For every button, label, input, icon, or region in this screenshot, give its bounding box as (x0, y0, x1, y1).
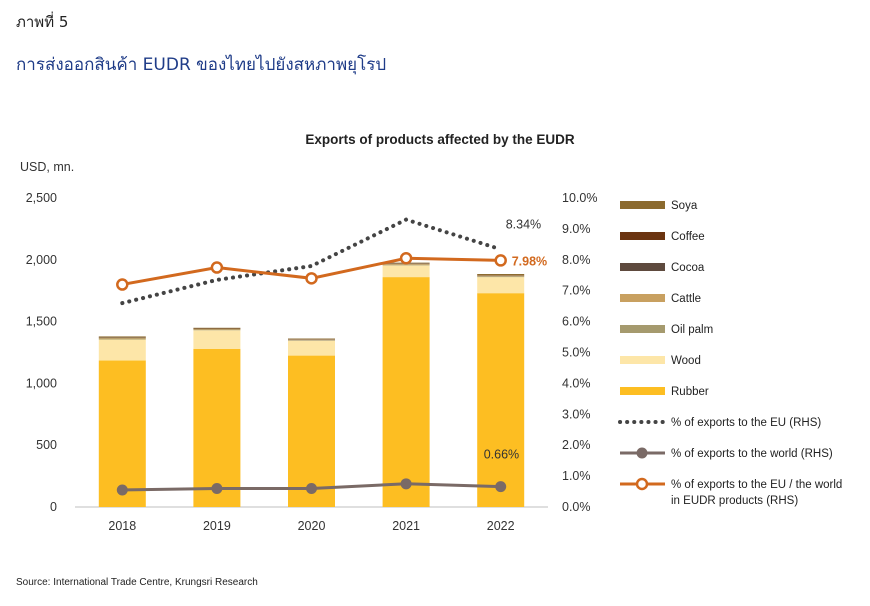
world-share-point (495, 481, 507, 493)
eudr-share-point (305, 272, 318, 285)
legend-swatch (620, 294, 665, 302)
world-share-point (211, 482, 223, 494)
x-tick-label: 2020 (298, 519, 326, 533)
legend-label: Soya (671, 200, 698, 212)
y2-tick-label: 7.0% (562, 284, 591, 298)
bar-wood (288, 340, 335, 356)
y-tick-label: 1,000 (26, 376, 57, 390)
y2-tick-label: 6.0% (562, 315, 591, 329)
x-tick-label: 2018 (108, 519, 136, 533)
x-tick-label: 2021 (392, 519, 420, 533)
bar-wood (98, 339, 146, 361)
eudr-share-point (494, 254, 507, 267)
y2-tick-label: 8.0% (562, 253, 591, 267)
x-tick-label: 2019 (203, 519, 231, 533)
eudr-share-point (210, 261, 224, 274)
y2-tick-label: 1.0% (562, 469, 591, 483)
world-share-point (116, 484, 128, 496)
legend-label: Wood (671, 355, 701, 367)
y-tick-label: 500 (36, 438, 57, 452)
x-tick-label: 2022 (487, 519, 515, 533)
bar-cattle (477, 275, 525, 277)
y-tick-label: 2,000 (26, 253, 57, 267)
legend-label: Cocoa (671, 262, 705, 274)
bar-oil-palm (382, 264, 430, 266)
bar-rubber (288, 355, 335, 507)
bar-oil-palm (98, 338, 146, 340)
y2-tick-label: 2.0% (562, 438, 591, 452)
bar-wood (193, 330, 241, 349)
eudr-share-point (399, 252, 413, 265)
eudr-share-point (116, 278, 129, 291)
y-tick-label: 0 (50, 500, 57, 514)
line-eu-share (120, 217, 503, 306)
y-tick-label: 1,500 (26, 315, 57, 329)
bar-oil-palm (288, 340, 335, 341)
y2-tick-label: 5.0% (562, 346, 591, 360)
source-note: Source: International Trade Centre, Krun… (16, 577, 258, 588)
bar-cattle (98, 337, 146, 339)
bar-soya (477, 274, 525, 276)
legend-swatch (620, 263, 665, 271)
y2-tick-label: 9.0% (562, 222, 591, 236)
y2-tick-label: 0.0% (562, 500, 591, 514)
legend-swatch (620, 325, 665, 333)
legend-label: % of exports to the EU / the world (671, 479, 842, 491)
bar-soya (98, 336, 146, 338)
legend-label: Rubber (671, 386, 709, 398)
bar-rubber (382, 277, 430, 507)
legend-swatch (620, 201, 665, 209)
legend-label: Coffee (671, 231, 705, 243)
legend-swatch (620, 232, 665, 240)
figure-label: ภาพที่ 5 (16, 13, 69, 31)
chart-title: Exports of products affected by the EUDR (305, 132, 575, 147)
page-title: การส่งออกสินค้า EUDR ของไทยไปยังสหภาพยุโ… (16, 55, 387, 75)
world-share-point (306, 482, 317, 494)
legend-swatch (620, 356, 665, 364)
world-share-point (400, 478, 412, 490)
y2-tick-label: 4.0% (562, 376, 591, 390)
bar-soya (193, 327, 241, 329)
bar-rubber (98, 360, 146, 507)
bar-oil-palm (193, 329, 241, 331)
legend-marker (635, 477, 649, 491)
annotation-label: 0.66% (484, 448, 519, 462)
legend-swatch (620, 387, 665, 395)
legend-label: Cattle (671, 293, 701, 305)
bar-rubber (477, 293, 525, 507)
annotation-label: 8.34% (506, 217, 541, 231)
bar-oil-palm (477, 276, 525, 278)
y2-tick-label: 3.0% (562, 407, 591, 421)
legend-label: Oil palm (671, 324, 713, 336)
legend-label: % of exports to the world (RHS) (671, 448, 833, 460)
bar-rubber (193, 348, 241, 507)
legend-label: in EUDR products (RHS) (671, 495, 798, 507)
annotation-label: 7.98% (512, 254, 547, 268)
legend-label: % of exports to the EU (RHS) (671, 417, 821, 429)
y-axis-label: USD, mn. (20, 160, 74, 174)
bar-wood (477, 277, 525, 294)
bar-soya (288, 338, 335, 340)
y-tick-label: 2,500 (26, 191, 57, 205)
legend-marker (636, 447, 648, 459)
y2-tick-label: 10.0% (562, 191, 597, 205)
bar-wood (382, 265, 430, 278)
